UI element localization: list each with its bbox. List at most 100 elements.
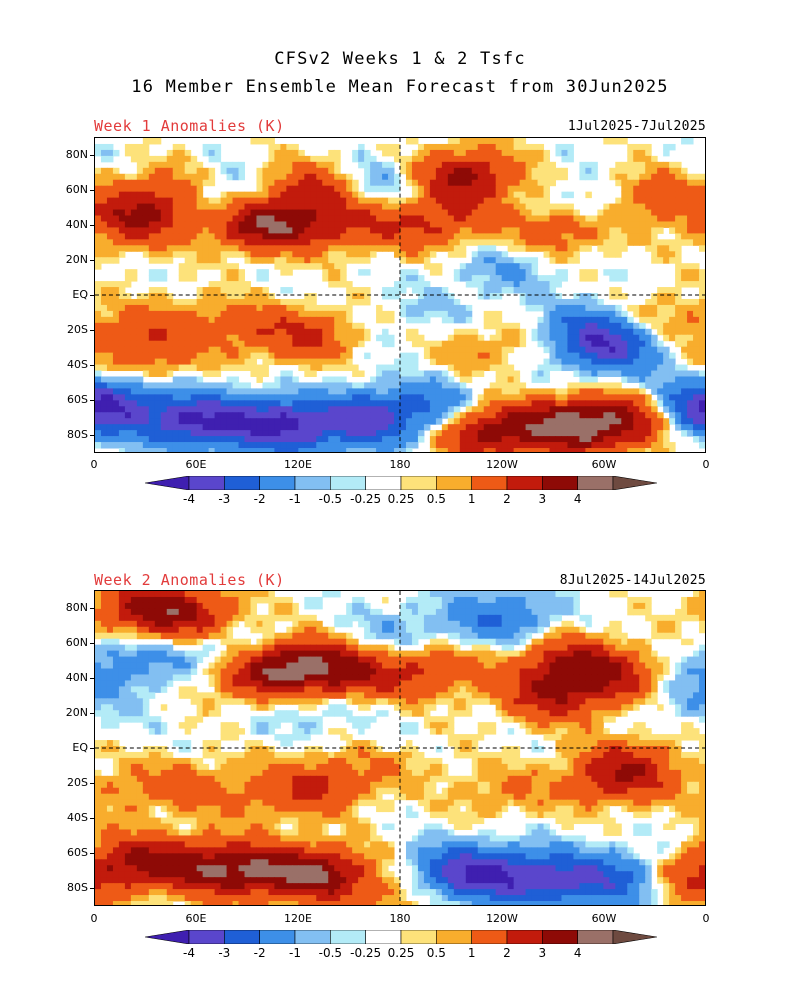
week1-anomaly-cell: [447, 149, 455, 157]
week1-anomaly-cell: [238, 412, 246, 419]
week1-anomaly-cell: [154, 138, 162, 145]
week1-anomaly-cell: [693, 340, 700, 348]
week1-anomaly-cell: [603, 388, 610, 395]
week1-anomaly-cell: [256, 418, 263, 425]
week1-anomaly-cell: [573, 245, 580, 252]
week1-anomaly-cell: [286, 382, 293, 389]
week1-anomaly-cell: [465, 406, 473, 413]
week1-anomaly-cell: [447, 298, 455, 306]
week2-anomaly-cell: [196, 591, 204, 598]
week1-anomaly-cell: [633, 424, 640, 431]
week2-anomaly-cell: [178, 632, 186, 640]
week1-anomaly-cell: [118, 185, 126, 193]
week1-anomaly-cell: [645, 424, 652, 431]
week1-anomaly-cell: [118, 406, 126, 413]
week1-anomaly-cell: [202, 322, 210, 330]
week1-anomaly-cell: [585, 304, 592, 312]
week2-anomaly-cell: [226, 608, 234, 616]
week1-anomaly-cell: [244, 293, 251, 300]
week1-colorbar-swatch: [259, 476, 296, 490]
week1-anomaly-cell: [256, 442, 263, 449]
week1-anomaly-cell: [519, 173, 527, 181]
week1-anomaly-cell: [112, 149, 120, 157]
week1-anomaly-cell: [435, 179, 443, 187]
week1-anomaly-cell: [645, 418, 652, 425]
week1-anomaly-cell: [507, 418, 515, 425]
week1-anomaly-cell: [190, 203, 198, 211]
week1-anomaly-cell: [286, 203, 293, 211]
week1-anomaly-cell: [262, 346, 269, 354]
week2-anomaly-cell: [298, 632, 305, 640]
week2-anomaly-cell: [453, 626, 461, 634]
week1-anomaly-cell: [627, 316, 634, 324]
week1-anomaly-cell: [286, 245, 293, 252]
week2-anomaly-cell: [429, 596, 437, 604]
week1-anomaly-cell: [118, 448, 126, 452]
week1-anomaly-cell: [190, 448, 198, 452]
week1-anomaly-cell: [507, 328, 515, 336]
week1-anomaly-cell: [501, 281, 509, 288]
week1-anomaly-cell: [95, 239, 102, 246]
week1-anomaly-cell: [537, 203, 545, 211]
week1-anomaly-cell: [645, 143, 652, 151]
week2-anomaly-cell: [429, 602, 437, 610]
week1-anomaly-cell: [483, 364, 491, 372]
week1-anomaly-cell: [663, 388, 670, 395]
week1-anomaly-cell: [160, 328, 168, 336]
week1-anomaly-cell: [298, 227, 305, 234]
week1-anomaly-cell: [609, 138, 616, 145]
week1-anomaly-cell: [663, 370, 670, 377]
week1-anomaly-cell: [316, 304, 323, 312]
week1-anomaly-cell: [681, 239, 688, 246]
week1-anomaly-cell: [447, 143, 455, 151]
week1-anomaly-cell: [112, 400, 120, 407]
week1-anomaly-cell: [95, 328, 102, 336]
week1-anomaly-cell: [160, 370, 168, 377]
week1-anomaly-cell: [100, 418, 108, 425]
week1-anomaly-cell: [417, 400, 425, 407]
week1-anomaly-cell: [100, 209, 108, 217]
week1-anomaly-cell: [274, 418, 281, 425]
week1-anomaly-cell: [376, 370, 383, 377]
week1-anomaly-cell: [220, 221, 228, 228]
week1-anomaly-cell: [501, 191, 509, 199]
week1-anomaly-cell: [334, 400, 341, 407]
week1-anomaly-cell: [334, 191, 341, 199]
week1-anomaly-cell: [244, 412, 251, 419]
week1-anomaly-cell: [459, 245, 467, 252]
week1-anomaly-cell: [400, 376, 407, 383]
week1-anomaly-cell: [388, 400, 395, 407]
week2-anomaly-cell: [202, 620, 210, 628]
week1-anomaly-cell: [130, 442, 138, 449]
week1-anomaly-cell: [621, 269, 628, 276]
week1-anomaly-cell: [591, 173, 598, 181]
week1-anomaly-cell: [549, 352, 556, 360]
week1-anomaly-cell: [256, 322, 263, 330]
week2-anomaly-cell: [609, 620, 616, 628]
week1-anomaly-cell: [681, 227, 688, 234]
week1-anomaly-cell: [95, 310, 102, 318]
week1-anomaly-cell: [202, 436, 210, 443]
week1-anomaly-cell: [232, 281, 240, 288]
week2-anomaly-cell: [316, 632, 323, 640]
week1-anomaly-cell: [95, 340, 102, 348]
week1-anomaly-cell: [256, 233, 263, 240]
week1-anomaly-cell: [328, 251, 335, 258]
week2-anomaly-cell: [561, 596, 568, 604]
week1-anomaly-cell: [184, 167, 192, 175]
week1-anomaly-cell: [591, 275, 598, 282]
week1-anomaly-cell: [304, 358, 311, 366]
week1-anomaly-cell: [292, 412, 299, 419]
week1-anomaly-cell: [340, 334, 347, 342]
week1-anomaly-cell: [106, 322, 114, 330]
week1-anomaly-cell: [376, 382, 383, 389]
week2-anomaly-cell: [130, 602, 138, 610]
week1-anomaly-cell: [591, 418, 598, 425]
week1-anomaly-cell: [364, 245, 371, 252]
week1-anomaly-cell: [603, 269, 610, 276]
week1-anomaly-cell: [525, 293, 533, 300]
week2-anomaly-cell: [220, 626, 228, 634]
week1-anomaly-cell: [148, 275, 156, 282]
week1-anomaly-cell: [124, 215, 132, 222]
week2-anomaly-cell: [340, 632, 347, 640]
